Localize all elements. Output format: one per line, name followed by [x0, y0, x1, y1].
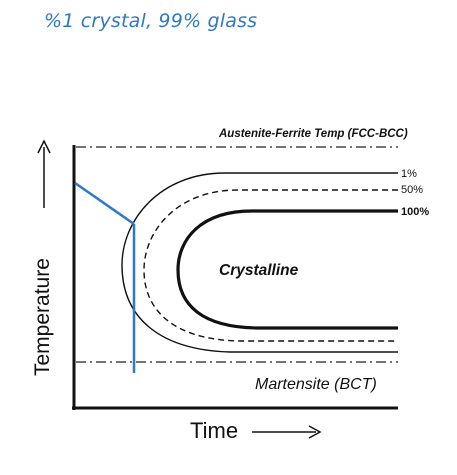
x-axis-label: Time	[190, 418, 238, 443]
martensite-label: Martensite (BCT)	[255, 376, 377, 393]
y-axis-label: Temperature	[31, 258, 54, 376]
cooling-path-line	[75, 183, 134, 224]
austenite-ferrite-label: Austenite-Ferrite Temp (FCC-BCC)	[218, 128, 408, 140]
curve-1-percent-label: 1%	[401, 168, 417, 180]
crystalline-label: Crystalline	[219, 262, 299, 279]
curve-50-percent-label: 50%	[401, 184, 423, 196]
curve-100-percent-label: 100%	[401, 206, 429, 218]
